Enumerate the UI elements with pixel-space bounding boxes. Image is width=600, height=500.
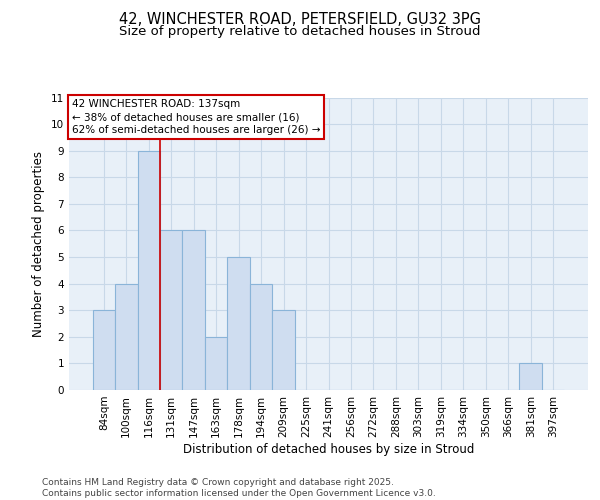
- Text: Size of property relative to detached houses in Stroud: Size of property relative to detached ho…: [119, 25, 481, 38]
- Bar: [92, 310, 115, 390]
- Text: 42, WINCHESTER ROAD, PETERSFIELD, GU32 3PG: 42, WINCHESTER ROAD, PETERSFIELD, GU32 3…: [119, 12, 481, 28]
- Bar: [115, 284, 137, 390]
- Text: 42 WINCHESTER ROAD: 137sqm
← 38% of detached houses are smaller (16)
62% of semi: 42 WINCHESTER ROAD: 137sqm ← 38% of deta…: [71, 99, 320, 136]
- Bar: [160, 230, 182, 390]
- Y-axis label: Number of detached properties: Number of detached properties: [32, 151, 46, 337]
- Bar: [205, 337, 227, 390]
- Bar: [182, 230, 205, 390]
- X-axis label: Distribution of detached houses by size in Stroud: Distribution of detached houses by size …: [183, 442, 474, 456]
- Bar: [227, 257, 250, 390]
- Bar: [520, 364, 542, 390]
- Bar: [250, 284, 272, 390]
- Bar: [272, 310, 295, 390]
- Bar: [137, 150, 160, 390]
- Text: Contains HM Land Registry data © Crown copyright and database right 2025.
Contai: Contains HM Land Registry data © Crown c…: [42, 478, 436, 498]
